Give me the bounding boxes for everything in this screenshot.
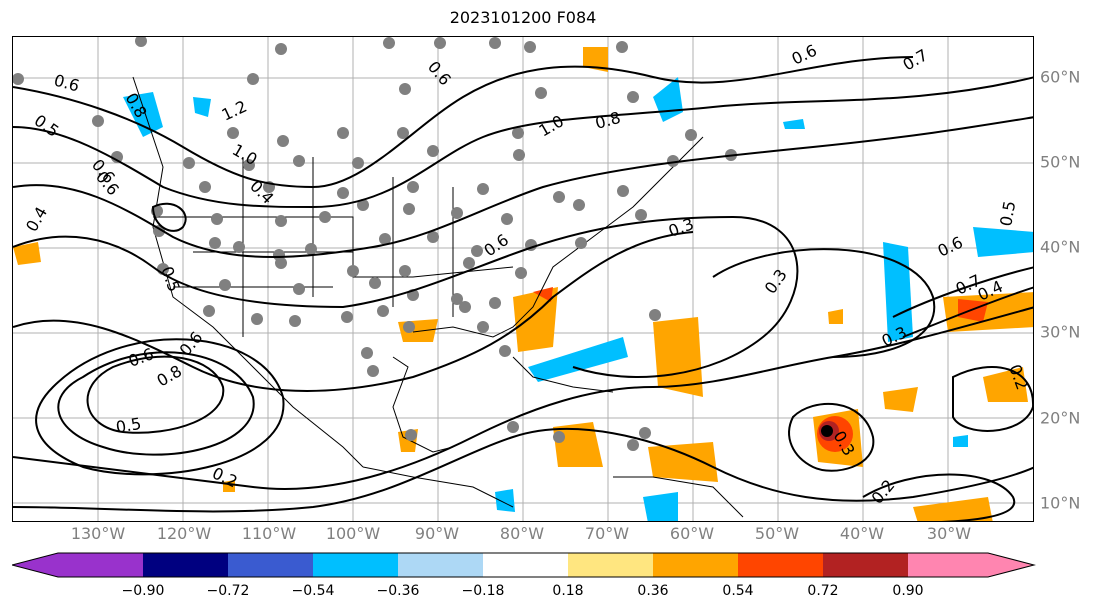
colorbar-tick: −0.18 [461,583,505,599]
colorbar-tick: 0.18 [552,583,584,599]
lon-label: 40°W [839,524,885,543]
shade-cyan-bc [123,92,163,137]
chart-title: 2023101200 F084 [449,8,597,27]
colorbar-tick: −0.54 [291,583,335,599]
lat-label: 20°N [1040,408,1081,428]
contour-label: 0.5 [157,264,184,294]
colorbar-tick: −0.72 [206,583,250,599]
colorbar-bin [398,553,483,577]
shade-cyan-small2 [953,435,968,447]
map-panel: 0.6 0.8 0.5 0.4 1.2 1.0 0.6 0.6 0.4 0.6 … [12,36,1034,522]
colorbar-bin [653,553,738,577]
lon-label: 60°W [669,524,715,543]
contour-label: 1.0 [229,140,261,169]
lat-label: 50°N [1040,152,1081,172]
colorbar-bin [228,553,313,577]
contour-label: 0.5 [31,111,63,141]
contour-label: 0.4 [22,203,51,235]
colorbar-tick: 0.72 [807,583,839,599]
shade-orange-gulf [398,319,438,342]
colorbar-tick: 0.36 [637,583,669,599]
shade-orange-carib [553,422,603,467]
colorbar-bin [568,553,653,577]
lon-label: 90°W [414,524,460,543]
lat-label: 60°N [1040,67,1081,87]
shade-orange-small [828,309,843,324]
shade-orange-lesser [648,442,718,482]
colorbar-bin [738,553,823,577]
lon-label: 120°W [156,524,212,543]
colorbar-extend-low [12,553,58,577]
contour-label: 0.6 [789,41,820,69]
colorbar-tick: 0.54 [722,583,754,599]
shade-cyan-atl2 [973,227,1033,257]
station-markers [13,37,737,451]
shade-cyan-sa [643,492,678,521]
shade-orange-south [913,497,993,521]
colorbar-tick: −0.90 [121,583,165,599]
contour-label: 0.7 [900,45,932,74]
contour-labels: 0.6 0.8 0.5 0.4 1.2 1.0 0.6 0.6 0.4 0.6 … [22,41,1032,508]
contour-label: 0.5 [996,199,1019,227]
shade-cyan-pan [495,489,515,512]
contour-label: 0.8 [593,108,623,133]
shade-orange-lab [583,47,608,72]
lon-label: 50°W [754,524,800,543]
lat-label: 40°N [1040,237,1081,257]
lon-label: 110°W [241,524,297,543]
shade-orange-east [983,367,1028,402]
contour-label: 0.2 [209,463,240,491]
shade-orange-pac [13,242,41,265]
colorbar-bin [823,553,908,577]
contour-label: 0.8 [154,361,186,390]
shade-cyan-smallatl [783,119,805,129]
lon-label: 130°W [70,524,126,543]
shade-cyan-lab [653,77,683,122]
shade-orange-mid [653,317,703,397]
colorbar-tick: −0.36 [376,583,420,599]
contour-label: 0.6 [52,71,82,96]
lon-label: 80°W [499,524,545,543]
contour-label: 0.6 [424,57,455,89]
shade-cyan-carib [528,337,628,382]
lon-label: 30°W [926,524,972,543]
contours [13,56,1033,521]
contour-label: 0.6 [126,344,156,371]
shade-red-se [533,287,553,302]
colorbar-extend-high [988,553,1034,577]
colorbar-bin [143,553,228,577]
colorbar-bin [908,553,988,577]
shade-cyan-bc2 [193,97,211,117]
contour-label: 1.0 [536,111,568,140]
contour-label: 0.3 [761,266,791,298]
lon-label: 100°W [325,524,381,543]
contour-label: 0.5 [114,414,142,437]
colorbar-bin [58,553,143,577]
lat-label: 10°N [1040,493,1081,513]
contour-label: 0.4 [246,176,277,207]
shade-orange-east2 [883,387,918,412]
colorbar-bin [313,553,398,577]
lat-label: 30°N [1040,322,1081,342]
lon-label: 70°W [584,524,630,543]
map-canvas: 0.6 0.8 0.5 0.4 1.2 1.0 0.6 0.6 0.4 0.6 … [13,37,1033,521]
colorbar-bin [483,553,568,577]
contour-label: 0.6 [935,233,966,261]
shade-core-storm [821,425,833,437]
colorbar-tick: 0.90 [892,583,924,599]
contour-label: 1.2 [219,97,250,125]
graticule [13,37,1033,521]
colorbar [12,552,1036,578]
